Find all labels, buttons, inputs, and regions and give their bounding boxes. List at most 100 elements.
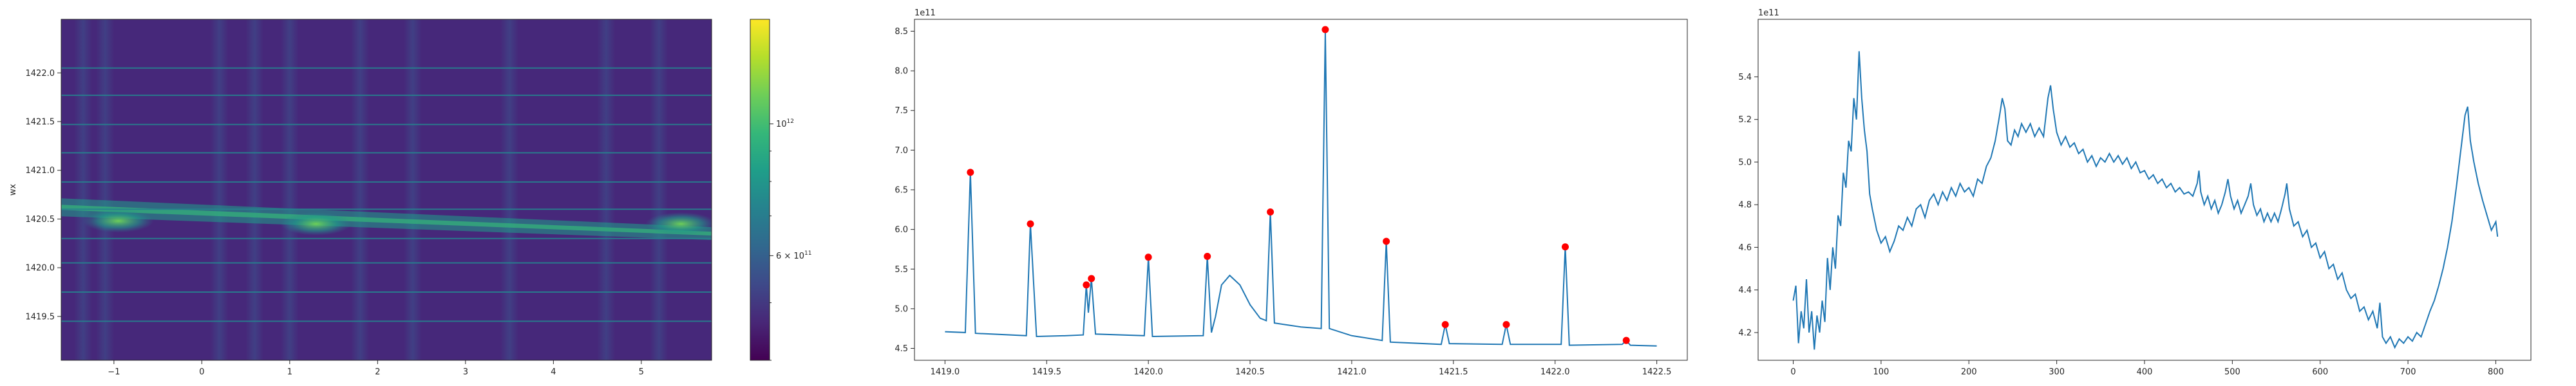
peaks-chart-frame: [914, 19, 1688, 361]
peaks-series-line: [945, 31, 1657, 347]
profile-chart-xtick-label: 500: [2224, 367, 2240, 377]
heatmap-xtick-label: 2: [375, 367, 380, 377]
heatmap-frame: [61, 19, 712, 361]
peaks-chart-ytick-label: 6.5: [895, 186, 908, 196]
colorbar: 6 × 1011 1012: [750, 19, 811, 361]
colorbar-tick-exponent: 11: [804, 250, 811, 257]
peaks-chart-panel: 1e11 1419.0 1419.5 1420.0 1420.5 1421.0 1421.…: [895, 8, 1688, 377]
heatmap-vertical-stripe: [96, 19, 115, 360]
profile-chart-xtick-label: 0: [1790, 367, 1795, 377]
peak-marker: [1502, 321, 1510, 329]
peaks-chart-xtick-label: 1419.0: [931, 367, 960, 377]
peak-markers: [967, 26, 1630, 344]
heatmap-ytick-label: 1421.5: [26, 118, 55, 127]
peaks-chart-ytick-label: 7.0: [895, 146, 908, 156]
peaks-chart-xtick-label: 1421.5: [1439, 367, 1468, 377]
heatmap-xtick-label: 4: [551, 367, 556, 377]
heatmap-vertical-stripe: [650, 19, 668, 360]
peak-marker: [967, 169, 974, 176]
heatmap-ytick-label: 1419.5: [26, 312, 55, 322]
peaks-chart-ytick-label: 8.5: [895, 27, 908, 37]
heatmap-ytick-label: 1422.0: [26, 69, 55, 78]
profile-chart-offset-text: 1e11: [1758, 8, 1779, 18]
peaks-chart-ytick-label: 5.5: [895, 265, 908, 275]
colorbar-gradient: [750, 19, 770, 361]
heatmap-ytick-label: 1420.5: [26, 215, 55, 225]
profile-series-line: [1792, 51, 2499, 350]
heatmap-xtick-label: 0: [199, 367, 204, 377]
heatmap-vertical-stripe: [351, 19, 370, 360]
profile-chart-ytick-label: 4.6: [1738, 243, 1752, 253]
colorbar-ticks: 6 × 1011 1012: [770, 118, 811, 361]
heatmap-horizontal-lines: [61, 67, 712, 322]
peak-marker: [1321, 26, 1329, 33]
peaks-chart-y-ticks: 4.5 5.0 5.5 6.0 6.5 7.0 7.5 8.0 8.5: [895, 27, 914, 354]
profile-chart-xtick-label: 400: [2137, 367, 2153, 377]
profile-chart-xtick-label: 300: [2049, 367, 2065, 377]
heatmap-vertical-stripe: [245, 19, 264, 360]
peaks-chart-xtick-label: 1419.5: [1032, 367, 1062, 377]
heatmap-xtick-label: 1: [287, 367, 292, 377]
profile-chart-ytick-label: 5.2: [1738, 115, 1752, 125]
profile-chart-xtick-label: 600: [2312, 367, 2328, 377]
peak-marker: [1083, 281, 1090, 289]
heatmap-vertical-stripe: [210, 19, 229, 360]
profile-chart-ytick-label: 5.0: [1738, 158, 1752, 167]
heatmap-band-core: [61, 205, 712, 236]
peaks-chart-xtick-label: 1420.5: [1235, 367, 1265, 377]
peak-marker: [1267, 208, 1274, 216]
heatmap-y-ticks: 1419.5 1420.0 1420.5 1421.0 1421.5 1422.0: [26, 69, 61, 322]
peak-marker: [1622, 336, 1630, 344]
profile-chart-y-ticks: 4.2 4.4 4.6 4.8 5.0 5.2 5.4: [1738, 73, 1758, 338]
peak-marker: [1144, 253, 1152, 261]
peaks-chart-ytick-label: 8.0: [895, 67, 908, 77]
profile-chart-ytick-label: 4.2: [1738, 328, 1752, 338]
heatmap-bright-spot: [82, 209, 154, 233]
heatmap-xtick-label: 5: [639, 367, 644, 377]
profile-chart-frame: [1757, 19, 2532, 361]
heatmap-bright-spot: [645, 212, 712, 235]
heatmap-ytick-label: 1421.0: [26, 166, 55, 176]
profile-chart-ytick-label: 4.8: [1738, 201, 1752, 210]
heatmap-xtick-label: −1: [108, 367, 120, 377]
peaks-chart-ytick-label: 5.0: [895, 304, 908, 314]
peaks-chart-offset-text: 1e11: [914, 8, 936, 18]
peak-marker: [1383, 237, 1390, 245]
peak-marker: [1562, 243, 1569, 251]
peak-marker: [1027, 220, 1034, 228]
colorbar-tick-exponent: 12: [787, 118, 794, 125]
heatmap-bright-spots: [82, 209, 712, 235]
profile-chart-xtick-label: 800: [2488, 367, 2504, 377]
heatmap-vertical-stripes: [74, 19, 668, 360]
peaks-chart-xtick-label: 1422.0: [1540, 367, 1570, 377]
profile-chart-xtick-label: 700: [2400, 367, 2416, 377]
heatmap-vertical-stripe: [74, 19, 93, 360]
peaks-chart-xtick-label: 1420.0: [1133, 367, 1163, 377]
profile-chart-xtick-label: 200: [1961, 367, 1977, 377]
peaks-chart-ytick-label: 4.5: [895, 344, 908, 354]
heatmap-vertical-stripe: [403, 19, 422, 360]
heatmap-ylabel: wx: [8, 184, 18, 196]
heatmap-xtick-label: 3: [463, 367, 468, 377]
profile-chart-panel: 1e11 0 100 200 300 400 500 600 700 800 4.2 4.4 4.6…: [1738, 8, 2532, 377]
profile-chart-ytick-label: 4.4: [1738, 286, 1752, 295]
peak-marker: [1441, 321, 1449, 329]
peaks-chart-x-ticks: 1419.0 1419.5 1420.0 1420.5 1421.0 1421.5 1422…: [931, 360, 1672, 377]
peak-marker: [1204, 253, 1211, 261]
heatmap-bright-spot: [280, 212, 352, 235]
colorbar-tick-label: 6 × 1011: [776, 250, 811, 261]
peaks-chart-ytick-label: 6.0: [895, 225, 908, 235]
colorbar-tick-label: 1012: [776, 118, 794, 129]
peaks-chart-xtick-label: 1422.5: [1642, 367, 1672, 377]
heatmap-vertical-stripe: [280, 19, 299, 360]
profile-chart-ytick-label: 5.4: [1738, 73, 1752, 82]
peaks-chart-xtick-label: 1421.0: [1337, 367, 1367, 377]
peak-marker: [1088, 275, 1095, 282]
heatmap-vertical-stripe: [597, 19, 616, 360]
heatmap-vertical-stripe: [500, 19, 519, 360]
heatmap-x-ticks: −1 0 1 2 3 4 5: [108, 360, 644, 377]
peaks-chart-ytick-label: 7.5: [895, 106, 908, 116]
profile-chart-xtick-label: 100: [1873, 367, 1889, 377]
heatmap-ytick-label: 1420.0: [26, 264, 55, 273]
